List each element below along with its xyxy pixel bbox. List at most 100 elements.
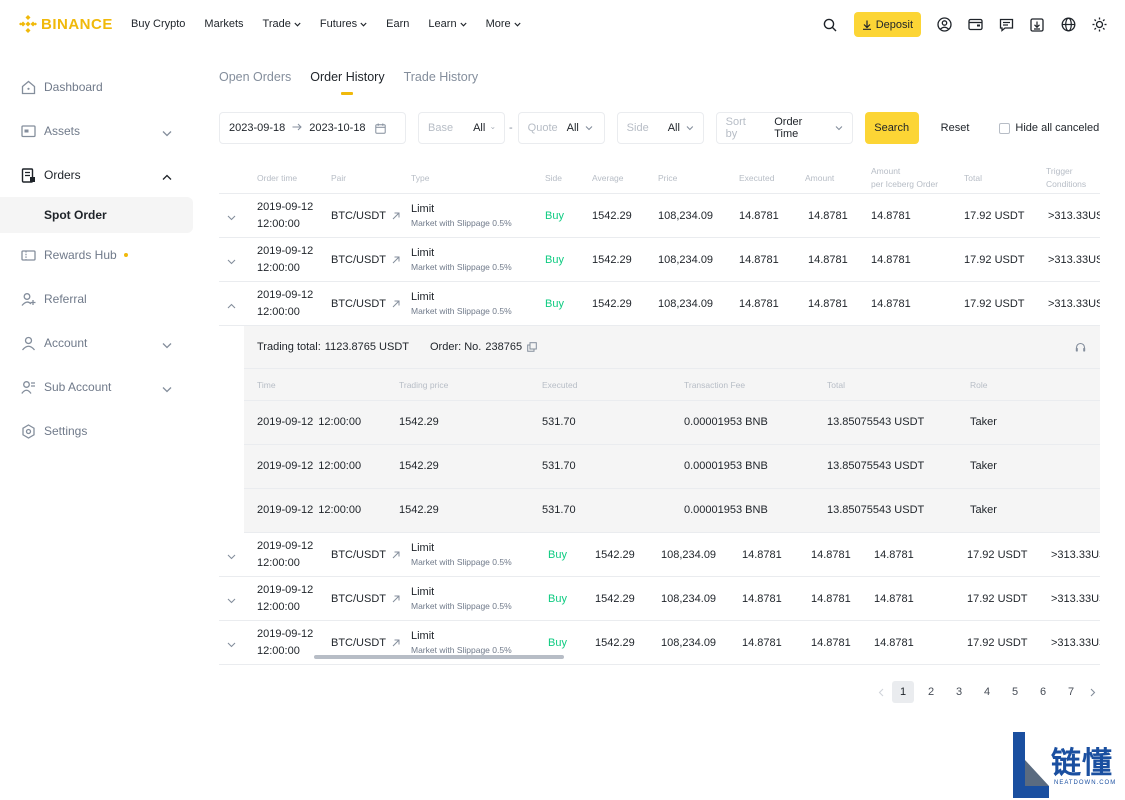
column-header: Average xyxy=(592,172,624,183)
column-header: Amount xyxy=(805,172,835,183)
order-time: 12:00:00 xyxy=(257,262,300,274)
page-1-button[interactable]: 1 xyxy=(892,681,914,703)
chevron-left-icon[interactable] xyxy=(870,681,892,703)
order-number-value: 238765 xyxy=(485,341,523,353)
table-body: 2019-09-12 12:00:00 BTC/USDT Limit Market wi… xyxy=(219,194,1100,665)
message-icon[interactable] xyxy=(998,17,1014,33)
sidebar-item-referral[interactable]: Referral xyxy=(0,277,195,321)
hide-canceled-checkbox[interactable] xyxy=(999,122,1011,134)
chevron-down-icon[interactable] xyxy=(162,126,172,137)
pair-cell[interactable]: BTC/USDT xyxy=(331,194,400,238)
base-select[interactable]: Base All xyxy=(418,112,505,144)
nav-link-trade[interactable]: Trade xyxy=(263,18,301,30)
side-cell: Buy xyxy=(548,549,567,561)
nav-link-markets[interactable]: Markets xyxy=(204,18,243,30)
user-icon[interactable] xyxy=(936,17,952,33)
pair-cell[interactable]: BTC/USDT xyxy=(331,621,400,665)
tab-open-orders[interactable]: Open Orders xyxy=(219,70,292,84)
table-row[interactable]: 2019-09-12 12:00:00 BTC/USDT Limit Market wi… xyxy=(219,238,1100,282)
chevron-up-icon[interactable] xyxy=(227,300,236,309)
pair-cell[interactable]: BTC/USDT xyxy=(331,577,400,621)
chevron-right-icon[interactable] xyxy=(1082,681,1104,703)
external-link-icon[interactable] xyxy=(392,300,400,308)
pair-cell[interactable]: BTC/USDT xyxy=(331,282,400,326)
side-select[interactable]: Side All xyxy=(616,112,704,144)
table-row[interactable]: 2019-09-12 12:00:00 BTC/USDT Limit Market wi… xyxy=(219,621,1100,665)
order-time: 12:00:00 xyxy=(257,306,300,318)
detail-table-header: Time Trading price Executed Transaction Fee… xyxy=(244,369,1100,401)
order-detail-summary: Trading total: 1123.8765 USDT Order: No. 23… xyxy=(244,326,1100,369)
sort-select[interactable]: Sort by Order Time xyxy=(715,112,853,144)
nav-link-more[interactable]: More xyxy=(486,18,521,30)
sidebar-item-settings[interactable]: Settings xyxy=(0,409,195,453)
price-cell: 108,234.09 xyxy=(661,637,717,649)
tab-order-history[interactable]: Order History xyxy=(310,70,385,95)
wallet-icon[interactable] xyxy=(967,17,983,33)
column-header: Order time xyxy=(257,172,298,183)
nav-link-learn[interactable]: Learn xyxy=(428,18,467,30)
chevron-down-icon[interactable] xyxy=(227,595,236,604)
hide-canceled-toggle[interactable]: Hide all canceled xyxy=(999,122,1099,134)
globe-icon[interactable] xyxy=(1060,17,1076,33)
download-app-icon[interactable] xyxy=(1029,17,1045,33)
order-date: 2019-09-12 xyxy=(257,628,314,640)
iceberg-cell: 14.8781 xyxy=(874,593,914,605)
trade-date: 2019-09-12 xyxy=(257,416,314,428)
horizontal-scrollbar[interactable] xyxy=(314,655,564,659)
external-link-icon[interactable] xyxy=(392,212,400,220)
table-row[interactable]: 2019-09-12 12:00:00 BTC/USDT Limit Market wi… xyxy=(219,194,1100,238)
sidebar-item-account[interactable]: Account xyxy=(0,321,195,365)
chevron-up-icon[interactable] xyxy=(162,170,172,180)
chevron-down-icon[interactable] xyxy=(162,382,172,393)
nav-link-buy-crypto[interactable]: Buy Crypto xyxy=(131,18,185,30)
reset-button[interactable]: Reset xyxy=(940,122,970,134)
theme-sun-icon[interactable] xyxy=(1091,17,1107,33)
deposit-button[interactable]: Deposit xyxy=(853,12,921,37)
brand-name: BINANCE xyxy=(41,15,113,33)
tab-trade-history[interactable]: Trade History xyxy=(403,70,479,84)
external-link-icon[interactable] xyxy=(392,256,400,264)
chevron-down-icon[interactable] xyxy=(227,212,236,221)
chevron-down-icon[interactable] xyxy=(162,338,172,349)
side-cell: Buy xyxy=(545,210,564,222)
external-link-icon[interactable] xyxy=(392,595,400,603)
sidebar-subitem-spot-order[interactable]: Spot Order xyxy=(0,197,193,233)
sidebar-item-sub-account[interactable]: Sub Account xyxy=(0,365,195,409)
page-4-button[interactable]: 4 xyxy=(983,686,991,698)
sidebar-item-rewards-hub[interactable]: Rewards Hub xyxy=(0,233,195,277)
column-header: Trigger Conditions xyxy=(1046,166,1087,189)
chevron-down-icon[interactable] xyxy=(227,639,236,648)
page-2-button[interactable]: 2 xyxy=(927,686,935,698)
external-link-icon[interactable] xyxy=(392,639,400,647)
table-row[interactable]: 2019-09-12 12:00:00 BTC/USDT Limit Market wi… xyxy=(219,533,1100,577)
page-6-button[interactable]: 6 xyxy=(1039,686,1047,698)
sidebar-item-assets[interactable]: Assets xyxy=(0,109,195,153)
binance-logo[interactable]: BINANCE xyxy=(19,15,113,33)
price-cell: 108,234.09 xyxy=(661,549,717,561)
type-cell: Limit Market with Slippage 0.5% xyxy=(411,194,512,238)
copy-icon[interactable] xyxy=(527,342,537,352)
page-3-button[interactable]: 3 xyxy=(955,686,963,698)
page-7-button[interactable]: 7 xyxy=(1067,686,1075,698)
notification-dot xyxy=(123,253,128,257)
chevron-down-icon[interactable] xyxy=(227,256,236,265)
table-row[interactable]: 2019-09-12 12:00:00 BTC/USDT Limit Market wi… xyxy=(219,282,1100,326)
quote-select[interactable]: Quote All xyxy=(517,112,605,144)
nav-link-futures[interactable]: Futures xyxy=(320,18,367,30)
column-header: Type xyxy=(411,172,430,183)
chevron-down-icon[interactable] xyxy=(227,551,236,560)
sidebar-item-label: Referral xyxy=(44,292,87,306)
nav-link-earn[interactable]: Earn xyxy=(386,18,409,30)
search-icon[interactable] xyxy=(822,17,838,33)
pair-cell[interactable]: BTC/USDT xyxy=(331,238,400,282)
support-headset-icon[interactable] xyxy=(1075,342,1086,353)
page-5-button[interactable]: 5 xyxy=(1011,686,1019,698)
sidebar-item-dashboard[interactable]: Dashboard xyxy=(0,65,195,109)
pair-cell[interactable]: BTC/USDT xyxy=(331,533,400,577)
search-button[interactable]: Search xyxy=(864,112,919,144)
external-link-icon[interactable] xyxy=(392,551,400,559)
order-time: 12:00:00 xyxy=(257,601,300,613)
sidebar-item-orders[interactable]: Orders xyxy=(0,153,195,197)
date-range-picker[interactable]: 2023-09-18 2023-10-18 xyxy=(219,112,406,144)
table-row[interactable]: 2019-09-12 12:00:00 BTC/USDT Limit Market wi… xyxy=(219,577,1100,621)
